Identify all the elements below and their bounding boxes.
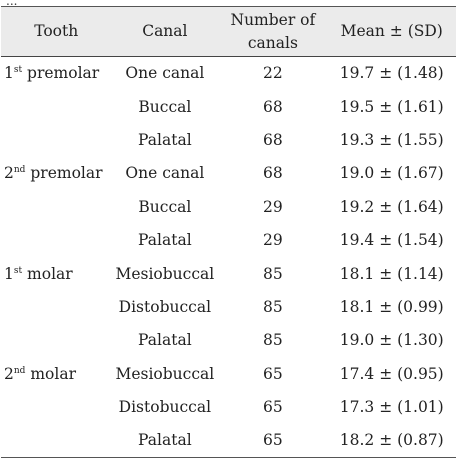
table-row: Palatal 85 19.0 ± (1.30) (1, 324, 456, 357)
cell-number-of-canals: 68 (263, 97, 283, 116)
table-header: Tooth Canal Number of canals Mean ± (SD) (1, 6, 456, 57)
cell-canal: Palatal (138, 431, 192, 450)
header-tooth: Tooth (34, 22, 79, 40)
table-row: Distobuccal 85 18.1 ± (0.99) (1, 290, 456, 323)
cell-mean-sd: 18.1 ± (0.99) (339, 297, 444, 316)
table-row: Buccal 29 19.2 ± (1.64) (1, 190, 456, 223)
cell-number-of-canals: 85 (263, 297, 283, 316)
cell-canal: Buccal (138, 197, 192, 216)
header-number-line2: canals (247, 33, 298, 52)
cell-tooth: 2nd premolar (1, 157, 111, 190)
cell-mean-sd: 17.3 ± (1.01) (339, 398, 444, 417)
cell-mean-sd: 19.2 ± (1.64) (339, 197, 444, 216)
cell-number-of-canals: 29 (263, 231, 283, 250)
cell-canal: Mesiobuccal (115, 364, 215, 383)
cell-mean-sd: 19.4 ± (1.54) (339, 231, 444, 250)
cell-tooth (1, 123, 111, 156)
header-number-of-canals: Number of canals (218, 7, 327, 57)
cell-number-of-canals: 22 (263, 64, 283, 83)
cropped-caption-fragment: ... (6, 0, 18, 8)
cell-tooth (1, 223, 111, 256)
cell-canal: One canal (125, 64, 205, 83)
tooth-ordinal-suffix: nd (13, 165, 26, 176)
table-row: Palatal 68 19.3 ± (1.55) (1, 123, 456, 156)
cell-tooth (1, 190, 111, 223)
cell-number-of-canals: 29 (263, 197, 283, 216)
cell-tooth (1, 324, 111, 357)
tooth-name: premolar (25, 164, 103, 183)
cell-tooth: 1st premolar (1, 57, 111, 90)
tooth-ordinal-suffix: st (13, 65, 23, 76)
cell-tooth (1, 90, 111, 123)
header-mean-sd: Mean ± (SD) (340, 22, 443, 40)
cell-mean-sd: 19.0 ± (1.30) (339, 331, 444, 350)
header-row: Tooth Canal Number of canals Mean ± (SD) (1, 6, 456, 57)
cell-tooth (1, 290, 111, 323)
cell-number-of-canals: 65 (263, 431, 283, 450)
cell-mean-sd: 17.4 ± (0.95) (339, 364, 444, 383)
cell-canal: Palatal (138, 130, 192, 149)
cell-number-of-canals: 65 (263, 398, 283, 417)
tooth-ordinal-suffix: st (13, 265, 23, 276)
cell-canal: Palatal (138, 331, 192, 350)
cell-number-of-canals: 68 (263, 130, 283, 149)
cell-canal: Palatal (138, 231, 192, 250)
cell-tooth (1, 390, 111, 423)
tooth-name: molar (25, 364, 77, 383)
tooth-ordinal: 2 (4, 164, 14, 183)
table-row: 1st premolar One canal 22 19.7 ± (1.48) (1, 57, 456, 90)
cell-canal: One canal (125, 164, 205, 183)
cell-tooth: 1st molar (1, 257, 111, 290)
cell-mean-sd: 18.1 ± (1.14) (339, 264, 444, 283)
cell-number-of-canals: 65 (263, 364, 283, 383)
header-number-line1: Number of (230, 10, 316, 29)
cell-canal: Mesiobuccal (115, 264, 215, 283)
canal-length-table: Tooth Canal Number of canals Mean ± (SD)… (1, 6, 456, 458)
cell-mean-sd: 19.3 ± (1.55) (339, 130, 444, 149)
header-canal: Canal (142, 22, 188, 40)
tooth-ordinal: 2 (4, 364, 14, 383)
table-row: Distobuccal 65 17.3 ± (1.01) (1, 390, 456, 423)
table-row: Palatal 65 18.2 ± (0.87) (1, 424, 456, 458)
table-row: 2nd premolar One canal 68 19.0 ± (1.67) (1, 157, 456, 190)
cell-mean-sd: 19.0 ± (1.67) (339, 164, 444, 183)
tooth-ordinal: 1 (4, 264, 14, 283)
tooth-ordinal: 1 (4, 64, 14, 83)
tooth-name: molar (22, 264, 73, 283)
cell-canal: Distobuccal (118, 398, 212, 417)
cell-tooth: 2nd molar (1, 357, 111, 390)
cell-tooth (1, 424, 111, 457)
cell-mean-sd: 19.7 ± (1.48) (339, 64, 444, 83)
cell-mean-sd: 19.5 ± (1.61) (339, 97, 444, 116)
table-row: 1st molar Mesiobuccal 85 18.1 ± (1.14) (1, 257, 456, 290)
cell-number-of-canals: 68 (263, 164, 283, 183)
table-row: Buccal 68 19.5 ± (1.61) (1, 90, 456, 123)
tooth-name: premolar (22, 64, 100, 83)
table-row: Palatal 29 19.4 ± (1.54) (1, 223, 456, 256)
cell-number-of-canals: 85 (263, 264, 283, 283)
table-row: 2nd molar Mesiobuccal 65 17.4 ± (0.95) (1, 357, 456, 390)
cell-number-of-canals: 85 (263, 331, 283, 350)
cell-mean-sd: 18.2 ± (0.87) (339, 431, 444, 450)
cell-canal: Distobuccal (118, 297, 212, 316)
tooth-ordinal-suffix: nd (13, 365, 26, 376)
cell-canal: Buccal (138, 97, 192, 116)
table-body: 1st premolar One canal 22 19.7 ± (1.48) Bucc… (1, 57, 456, 458)
